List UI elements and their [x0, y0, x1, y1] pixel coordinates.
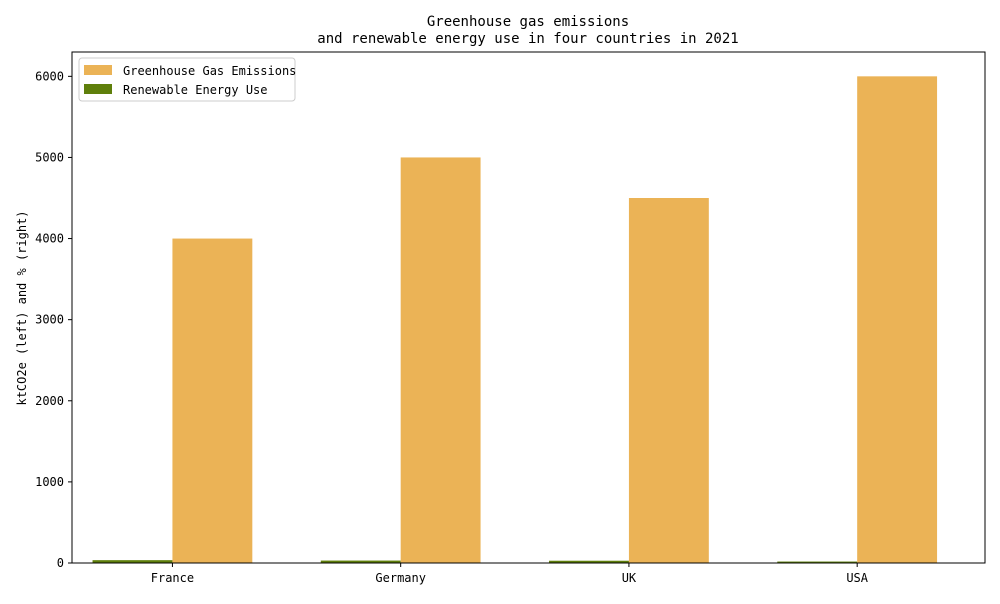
legend-box [78, 57, 296, 102]
legend-label: Greenhouse Gas Emissions [123, 64, 296, 78]
x-tick-label: France [151, 571, 194, 585]
y-tick-label: 3000 [35, 313, 64, 327]
y-axis-label: ktCO2e (left) and % (right) [15, 210, 29, 405]
bar-greenhouse-gas-emissions [628, 198, 709, 563]
bar-renewable-energy-use [320, 560, 401, 563]
plot-frame [71, 51, 986, 564]
legend-swatch [84, 84, 112, 94]
x-tick-label: UK [622, 571, 637, 585]
y-tick-label: 6000 [35, 69, 64, 83]
legend: Greenhouse Gas Emissions Renewable Energy… [78, 57, 296, 102]
x-tick-label: Germany [375, 571, 426, 585]
legend-label: Renewable Energy Use [123, 83, 268, 97]
bar-renewable-energy-use [777, 561, 858, 563]
y-tick-label: 1000 [35, 475, 64, 489]
x-tick-label: USA [846, 571, 868, 585]
legend-swatch [84, 65, 112, 75]
bar-renewable-energy-use [92, 560, 173, 563]
chart-title-line-2: and renewable energy use in four countri… [317, 31, 738, 47]
bar-greenhouse-gas-emissions [172, 238, 253, 564]
bar-greenhouse-gas-emissions [400, 157, 481, 563]
y-tick-label: 4000 [35, 232, 64, 246]
y-tick-label: 5000 [35, 150, 64, 164]
y-tick-label: 0 [57, 556, 64, 570]
bar-greenhouse-gas-emissions [857, 76, 938, 563]
y-tick-label: 2000 [35, 394, 64, 408]
bar-renewable-energy-use [549, 560, 629, 563]
chart-title-line-1: Greenhouse gas emissions [427, 14, 629, 30]
